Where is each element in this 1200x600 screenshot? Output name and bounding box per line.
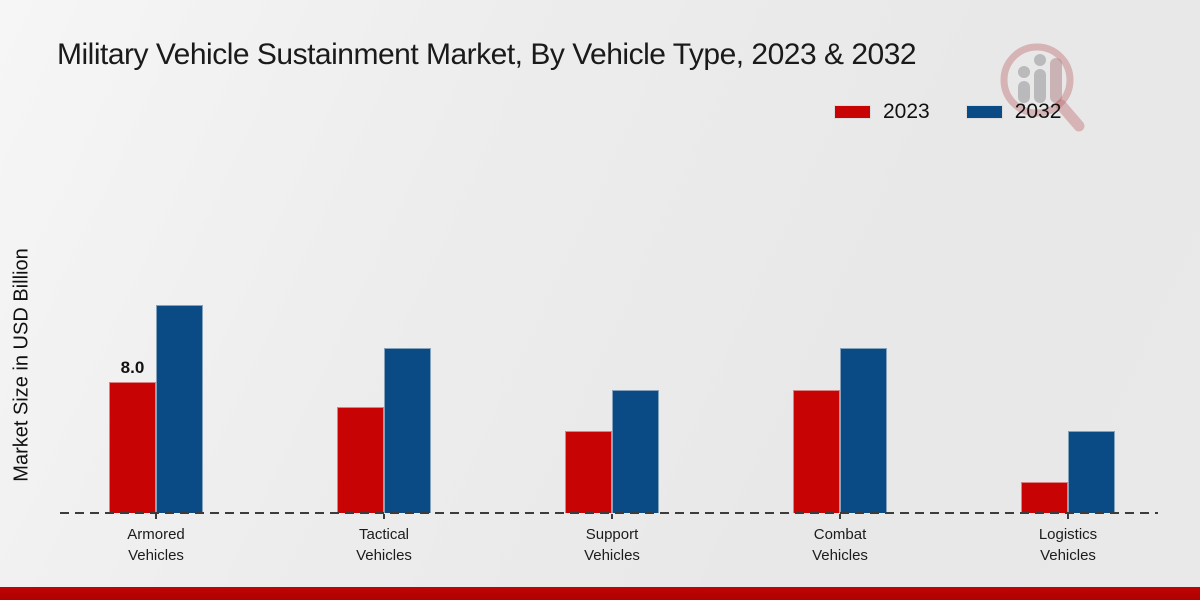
bar-2023-support-vehicles [565,431,612,513]
baseline-dashed-line [60,512,1158,514]
x-tick-armored-vehicles [155,514,157,519]
bar-2032-logistics-vehicles [1068,431,1115,513]
bar-2032-combat-vehicles [840,348,887,513]
x-tick-combat-vehicles [839,514,841,519]
legend-label-2023: 2023 [883,100,930,123]
bar-2023-logistics-vehicles [1021,482,1068,513]
legend-swatch-2023 [834,105,871,119]
legend-swatch-2032 [965,105,1003,119]
x-category-label-combat-vehicles: Combat Vehicles [812,526,868,564]
bar-2023-tactical-vehicles [337,407,384,513]
y-axis-label: Market Size in USD Billion [10,248,33,482]
bar-2023-armored-vehicles [109,382,156,513]
x-tick-support-vehicles [611,514,613,519]
legend: 2023 2032 [834,100,1061,124]
footer-red-bar [0,587,1200,600]
bar-value-label: 8.0 [120,358,145,377]
x-category-label-support-vehicles: Support Vehicles [584,526,640,564]
bar-2032-armored-vehicles [156,305,203,513]
legend-label-2032: 2032 [1014,100,1062,123]
legend-item-2032: 2032 [965,100,1062,124]
x-tick-logistics-vehicles [1067,514,1069,519]
bar-2023-combat-vehicles [793,390,840,513]
x-tick-tactical-vehicles [383,514,385,519]
legend-item-2023: 2023 [834,100,930,124]
x-category-label-armored-vehicles: Armored Vehicles [127,526,185,564]
bar-2032-support-vehicles [612,390,659,513]
magnifier-bar-chart-logo-icon [1000,43,1085,132]
chart-title: Military Vehicle Sustainment Market, By … [57,38,917,71]
x-category-label-tactical-vehicles: Tactical Vehicles [356,526,412,564]
x-category-label-logistics-vehicles: Logistics Vehicles [1038,526,1098,564]
bar-2032-tactical-vehicles [384,348,431,513]
